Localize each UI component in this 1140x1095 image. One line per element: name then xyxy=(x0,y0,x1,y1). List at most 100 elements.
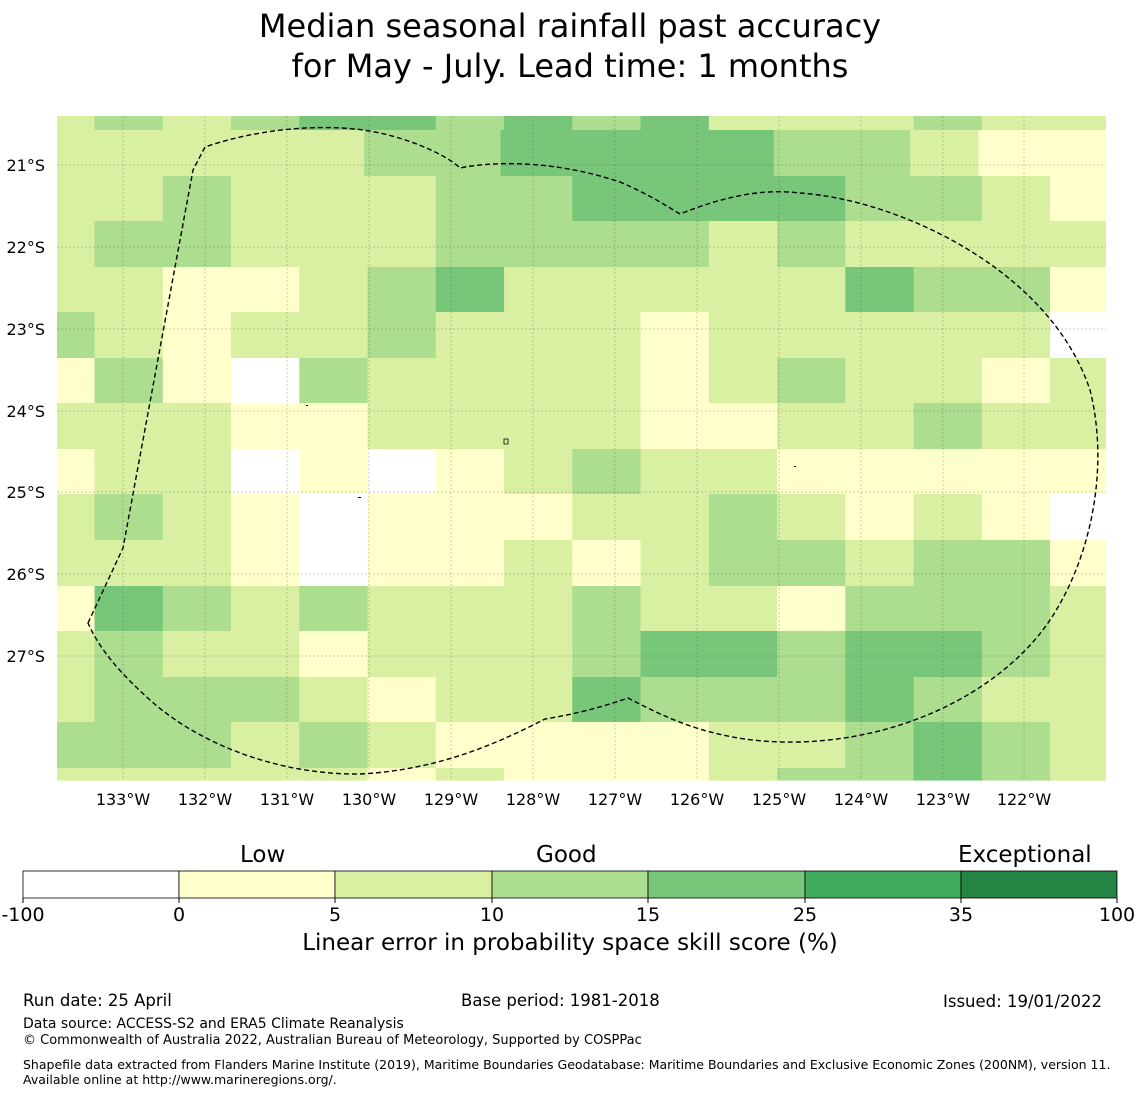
grid-cell xyxy=(640,358,710,404)
grid-cell xyxy=(57,403,96,450)
grid-cell xyxy=(364,130,502,177)
grid-cell xyxy=(367,722,437,769)
longitude-label: 132°W xyxy=(178,790,233,809)
grid-cell xyxy=(94,449,232,495)
colorbar-swatch xyxy=(22,870,180,899)
data-source: Data source: ACCESS-S2 and ERA5 Climate … xyxy=(23,1016,404,1032)
grid-cell xyxy=(162,631,300,678)
colorbar-tick-label: -100 xyxy=(1,904,44,926)
longitude-label: 125°W xyxy=(752,790,807,809)
grid-cell xyxy=(231,358,300,404)
longitude-label: 129°W xyxy=(424,790,479,809)
longitude-label: 123°W xyxy=(916,790,971,809)
grid-cell xyxy=(640,116,710,131)
grid-cell xyxy=(367,586,573,632)
grid-cell xyxy=(94,403,232,450)
grid-cell xyxy=(435,449,505,495)
longitude-label: 128°W xyxy=(506,790,561,809)
grid-cell xyxy=(640,312,710,359)
longitude-label: 122°W xyxy=(997,790,1052,809)
longitude-label: 126°W xyxy=(670,790,725,809)
grid-cell xyxy=(640,540,710,587)
colorbar-swatch xyxy=(178,870,336,899)
grid-cell xyxy=(435,312,642,359)
map-axis-labels: 21°S 22°S 23°S 24°S 25°S 26°S 27°S 133°W 132°W 13… xyxy=(6,156,1051,809)
colorbar-tick-label: 100 xyxy=(1099,904,1135,926)
latitude-label: 24°S xyxy=(6,402,45,421)
grid-cell xyxy=(367,312,437,359)
colorbar-tick-label: 15 xyxy=(636,904,660,926)
grid-cell xyxy=(94,677,300,723)
skill-score-grid xyxy=(57,116,1140,796)
map-title-line1: Median seasonal rainfall past accuracy xyxy=(258,7,882,45)
grid-cell xyxy=(299,677,369,723)
map-gridlines xyxy=(57,116,1106,780)
colorbar-swatch xyxy=(960,870,1118,899)
grid-cell xyxy=(572,540,642,587)
grid-cell xyxy=(981,631,1051,678)
grid-cell xyxy=(504,449,573,495)
grid-cell xyxy=(57,722,232,769)
grid-cell xyxy=(1050,677,1106,723)
grid-cell xyxy=(504,116,573,131)
grid-cell xyxy=(57,116,96,131)
grid-cell xyxy=(162,494,232,541)
grid-cell xyxy=(913,403,983,450)
island-marker xyxy=(503,438,509,445)
grid-cell xyxy=(231,221,437,268)
grid-cell xyxy=(845,631,983,678)
grid-cell xyxy=(572,176,846,222)
grid-cell xyxy=(504,540,573,587)
grid-cell xyxy=(57,267,164,313)
grid-cell xyxy=(94,586,164,632)
colorbar-swatch xyxy=(491,870,649,899)
island-marker xyxy=(794,466,796,467)
base-period: Base period: 1981-2018 xyxy=(461,991,660,1010)
grid-cell xyxy=(913,494,983,541)
grid-cell xyxy=(57,176,164,222)
grid-cell xyxy=(435,116,505,131)
grid-cell xyxy=(504,221,710,268)
grid-cell xyxy=(913,267,1051,313)
grid-cell xyxy=(435,403,642,450)
grid-cell xyxy=(231,176,437,222)
colorbar-label: Linear error in probability space skill … xyxy=(302,930,838,956)
longitude-label: 131°W xyxy=(260,790,315,809)
grid-cell xyxy=(572,586,642,632)
grid-cell xyxy=(845,722,915,769)
grid-cell xyxy=(640,677,778,723)
grid-cell xyxy=(981,358,1051,404)
grid-cell xyxy=(299,722,369,769)
grid-cell xyxy=(845,540,915,587)
grid-cell xyxy=(367,768,437,781)
grid-cell xyxy=(57,677,96,723)
longitude-label: 124°W xyxy=(834,790,889,809)
copyright-note: © Commonwealth of Australia 2022, Austra… xyxy=(23,1033,642,1048)
grid-cell xyxy=(504,768,710,781)
grid-cell xyxy=(367,494,573,541)
grid-cell xyxy=(94,116,164,131)
grid-cell xyxy=(777,403,915,450)
grid-cell xyxy=(367,631,573,678)
shapefile-attribution: Shapefile data extracted from Flanders M… xyxy=(23,1057,1111,1087)
colorbar-category-exceptional: Exceptional xyxy=(958,842,1092,868)
grid-cell xyxy=(572,116,642,131)
grid-cell xyxy=(57,221,96,268)
grid-cell xyxy=(231,403,369,450)
grid-cell xyxy=(708,540,846,587)
grid-cell xyxy=(299,586,369,632)
grid-cell xyxy=(504,722,710,769)
grid-cell xyxy=(777,494,846,541)
island-marker xyxy=(306,405,308,406)
grid-cell xyxy=(162,116,232,131)
grid-cell xyxy=(910,130,979,177)
colorbar-category-low: Low xyxy=(240,842,286,868)
grid-cell xyxy=(1050,768,1119,781)
grid-cell xyxy=(367,267,437,313)
grid-cell xyxy=(640,586,778,632)
latitude-label: 27°S xyxy=(6,647,45,666)
grid-cell xyxy=(57,768,369,781)
grid-cell xyxy=(640,403,778,450)
grid-cell xyxy=(777,768,915,781)
